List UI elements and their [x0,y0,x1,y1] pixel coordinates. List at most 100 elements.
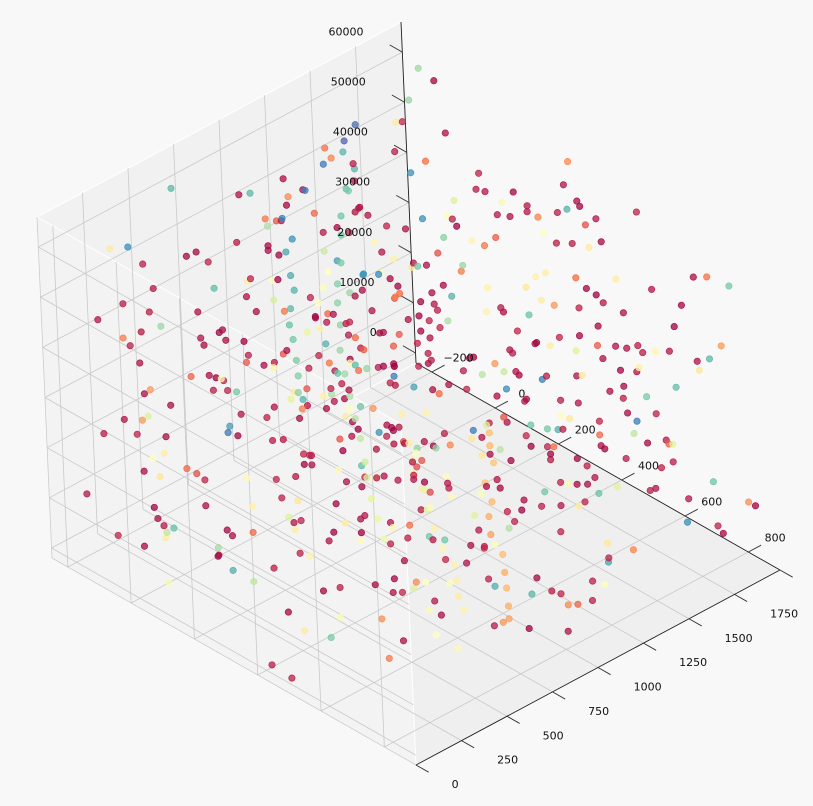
data-point [379,328,387,336]
axis-lines [389,21,793,773]
data-point [555,333,563,341]
data-point [319,587,328,595]
x-tick-label: 400 [638,459,659,472]
data-point [229,566,237,574]
data-point [140,390,148,398]
data-point [446,441,454,449]
data-point [404,534,412,542]
data-point [167,401,175,409]
data-point [622,454,630,463]
data-point [193,470,201,478]
data-point [444,479,452,487]
data-point [520,496,528,504]
data-point [635,364,643,372]
data-point [369,404,377,412]
data-point [527,442,535,450]
data-point [444,317,452,325]
data-point [501,568,509,576]
data-point [396,289,404,298]
data-point [337,259,345,267]
x-tick-label: −200 [443,351,473,364]
y-tick-label: 1500 [725,632,753,645]
data-point [390,440,398,448]
data-point [592,215,600,223]
data-point [167,184,175,192]
y-tick-mark [552,691,566,700]
z-tick-mark [400,295,414,304]
data-point [417,506,425,514]
data-point [300,460,308,468]
data-point [329,310,337,318]
z-tick-label: 40000 [333,126,368,139]
data-point [391,381,399,389]
data-point [568,239,576,248]
data-point [334,466,343,474]
data-point [581,498,589,506]
data-point [283,346,291,355]
data-point [591,473,599,482]
y-tick-label: 750 [588,705,609,718]
data-point [453,577,461,585]
data-point [436,324,444,332]
y-tick-label: 1750 [770,607,798,620]
data-point [288,235,296,243]
data-point [136,359,144,367]
data-point [557,590,565,598]
data-point [431,597,439,605]
data-point [370,238,378,246]
data-point [120,415,128,423]
tick-labels: −200 0 200 400 600 800 0 250 500 750 1000 1250 1500 1… [329,25,799,791]
data-point [346,392,354,400]
data-point [463,559,471,567]
grid-line-y-floor [51,557,417,766]
data-point [390,362,398,370]
z-axis-line [400,21,417,364]
data-point [391,148,399,156]
data-point [582,284,590,293]
data-point [303,402,312,410]
data-point [332,500,340,508]
data-point [475,526,483,534]
data-point [287,395,295,403]
data-point [270,564,278,572]
data-point [669,440,677,448]
grid-line-y-floor [370,387,735,595]
data-point [550,443,558,451]
data-point [503,418,511,426]
grid-line-y-wall [309,70,326,412]
z-tick-mark [393,144,407,153]
data-point [593,341,602,350]
data-point [137,328,145,336]
grid-line-y-floor [188,484,553,693]
data-point [496,484,504,492]
data-point [357,536,365,544]
data-point [573,197,581,205]
data-point [356,203,364,211]
data-point [314,299,322,307]
data-point [327,633,335,642]
x-axis-line [415,362,781,571]
data-point [454,592,462,600]
data-point [566,415,574,423]
data-point [613,483,621,491]
data-point [244,351,252,359]
grid-line-y-wall [127,168,144,510]
data-point [432,631,440,639]
data-point [150,503,158,511]
data-point [114,531,122,539]
x-tick-label: 600 [701,495,722,508]
data-point [496,445,504,454]
data-point [261,215,269,223]
data-point [319,392,327,400]
data-point [410,584,418,592]
data-point [482,308,491,316]
data-point [624,409,632,417]
x-tick-mark [748,544,762,553]
data-point [378,615,386,623]
data-point [491,541,499,549]
y-tick-mark [643,642,657,651]
data-point [374,515,382,523]
data-point [485,429,493,437]
